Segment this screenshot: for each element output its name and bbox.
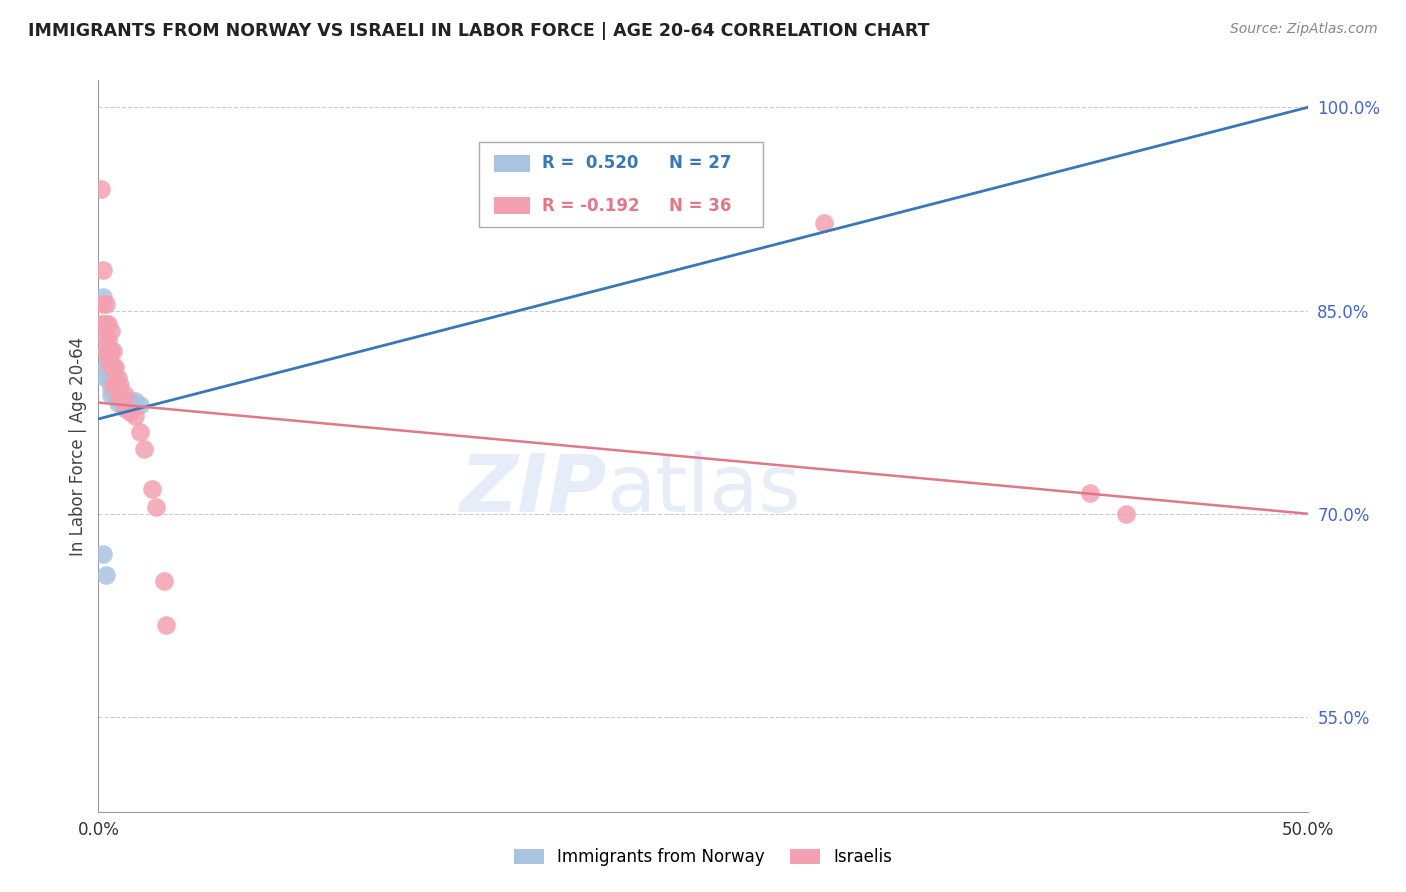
Point	[90, 317, 112, 331]
Point	[128, 398, 150, 412]
Point	[100, 324, 122, 338]
Point	[94, 331, 117, 345]
Point	[97, 317, 120, 331]
Point	[100, 360, 122, 375]
Point	[813, 215, 835, 229]
Point	[101, 371, 124, 385]
Point	[94, 344, 117, 359]
Point	[107, 395, 129, 409]
Point	[104, 360, 127, 375]
Point	[104, 378, 127, 392]
Point	[101, 378, 124, 392]
Point	[124, 409, 146, 424]
Point	[97, 360, 120, 375]
Point	[111, 398, 134, 412]
Point	[94, 297, 117, 311]
Point	[145, 500, 167, 514]
Point	[101, 344, 124, 359]
Point	[1115, 507, 1137, 521]
Point	[118, 405, 141, 419]
Point	[97, 334, 120, 348]
Point	[91, 290, 114, 304]
Point	[114, 387, 136, 401]
Point	[90, 181, 112, 195]
Text: atlas: atlas	[606, 450, 800, 529]
Point	[114, 401, 136, 415]
Point	[108, 387, 131, 401]
Point	[94, 567, 117, 582]
Point	[107, 381, 129, 395]
Point	[94, 317, 117, 331]
Text: IMMIGRANTS FROM NORWAY VS ISRAELI IN LABOR FORCE | AGE 20-64 CORRELATION CHART: IMMIGRANTS FROM NORWAY VS ISRAELI IN LAB…	[28, 22, 929, 40]
FancyBboxPatch shape	[479, 143, 763, 227]
Point	[134, 442, 156, 456]
Point	[97, 353, 120, 368]
Point	[114, 401, 136, 415]
Point	[91, 297, 114, 311]
Point	[100, 387, 122, 401]
Point	[97, 351, 120, 365]
Point	[152, 574, 174, 589]
Point	[108, 378, 131, 392]
Point	[155, 617, 177, 632]
Point	[91, 263, 114, 277]
Point	[107, 387, 129, 401]
Point	[1078, 486, 1101, 500]
Text: Source: ZipAtlas.com: Source: ZipAtlas.com	[1230, 22, 1378, 37]
Legend: Immigrants from Norway, Israelis: Immigrants from Norway, Israelis	[508, 841, 898, 873]
Point	[100, 358, 122, 372]
Text: N = 27: N = 27	[669, 154, 731, 172]
Text: ZIP: ZIP	[458, 450, 606, 529]
Point	[101, 384, 124, 399]
Point	[100, 381, 122, 395]
Point	[94, 344, 117, 359]
Point	[94, 360, 117, 375]
Point	[118, 394, 141, 409]
Point	[124, 394, 146, 409]
Point	[141, 483, 163, 497]
Point	[101, 364, 124, 378]
Bar	[494, 155, 530, 171]
Point	[104, 387, 127, 401]
Point	[1344, 744, 1367, 758]
Point	[97, 368, 120, 383]
Text: R = -0.192: R = -0.192	[543, 196, 640, 215]
Point	[91, 547, 114, 561]
Point	[128, 425, 150, 440]
Point	[100, 344, 122, 359]
Point	[104, 378, 127, 392]
Point	[91, 317, 114, 331]
Point	[107, 371, 129, 385]
Point	[100, 371, 122, 385]
Point	[101, 360, 124, 375]
Bar	[494, 197, 530, 213]
Text: N = 36: N = 36	[669, 196, 731, 215]
Point	[94, 371, 117, 385]
Y-axis label: In Labor Force | Age 20-64: In Labor Force | Age 20-64	[69, 336, 87, 556]
Text: R =  0.520: R = 0.520	[543, 154, 638, 172]
